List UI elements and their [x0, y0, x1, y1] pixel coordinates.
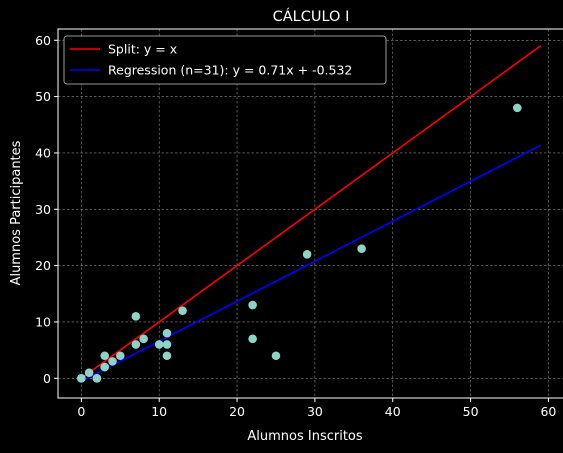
legend-label-regression: Regression (n=31): y = 0.71x + -0.532	[108, 63, 352, 78]
data-point	[132, 312, 141, 321]
chart-title: CÁLCULO I	[273, 8, 350, 25]
x-tick-label: 10	[151, 404, 167, 419]
data-point	[248, 301, 257, 310]
data-point	[116, 351, 125, 360]
data-point	[77, 374, 86, 383]
data-point	[100, 363, 109, 372]
y-tick-label: 30	[35, 202, 51, 217]
y-axis-label: Alumnos Participantes	[9, 140, 24, 285]
y-tick-label: 50	[35, 89, 51, 104]
data-point	[178, 306, 187, 315]
y-tick-label: 20	[35, 258, 51, 273]
data-point	[108, 357, 117, 366]
data-point	[272, 351, 281, 360]
data-point	[132, 340, 141, 349]
x-tick-label: 40	[385, 404, 401, 419]
data-point	[93, 374, 102, 383]
legend-label-split: Split: y = x	[108, 42, 177, 57]
x-axis-label: Alumnos Inscritos	[247, 429, 363, 444]
y-tick-label: 0	[43, 371, 51, 386]
x-tick-label: 50	[463, 404, 479, 419]
x-tick-label: 60	[540, 404, 556, 419]
data-point	[248, 335, 257, 344]
data-point	[155, 340, 164, 349]
y-tick-label: 10	[35, 314, 51, 329]
x-tick-label: 20	[229, 404, 245, 419]
y-tick-label: 40	[35, 145, 51, 160]
data-point	[163, 351, 172, 360]
data-point	[139, 335, 148, 344]
data-point	[357, 244, 366, 253]
x-tick-label: 0	[77, 404, 85, 419]
data-point	[513, 104, 522, 113]
y-tick-label: 60	[35, 33, 51, 48]
data-point	[100, 351, 109, 360]
data-point	[163, 329, 172, 338]
data-point	[85, 368, 94, 377]
data-point	[303, 250, 312, 259]
data-point	[163, 340, 172, 349]
legend: Split: y = x Regression (n=31): y = 0.71…	[64, 36, 386, 84]
x-tick-label: 30	[307, 404, 323, 419]
